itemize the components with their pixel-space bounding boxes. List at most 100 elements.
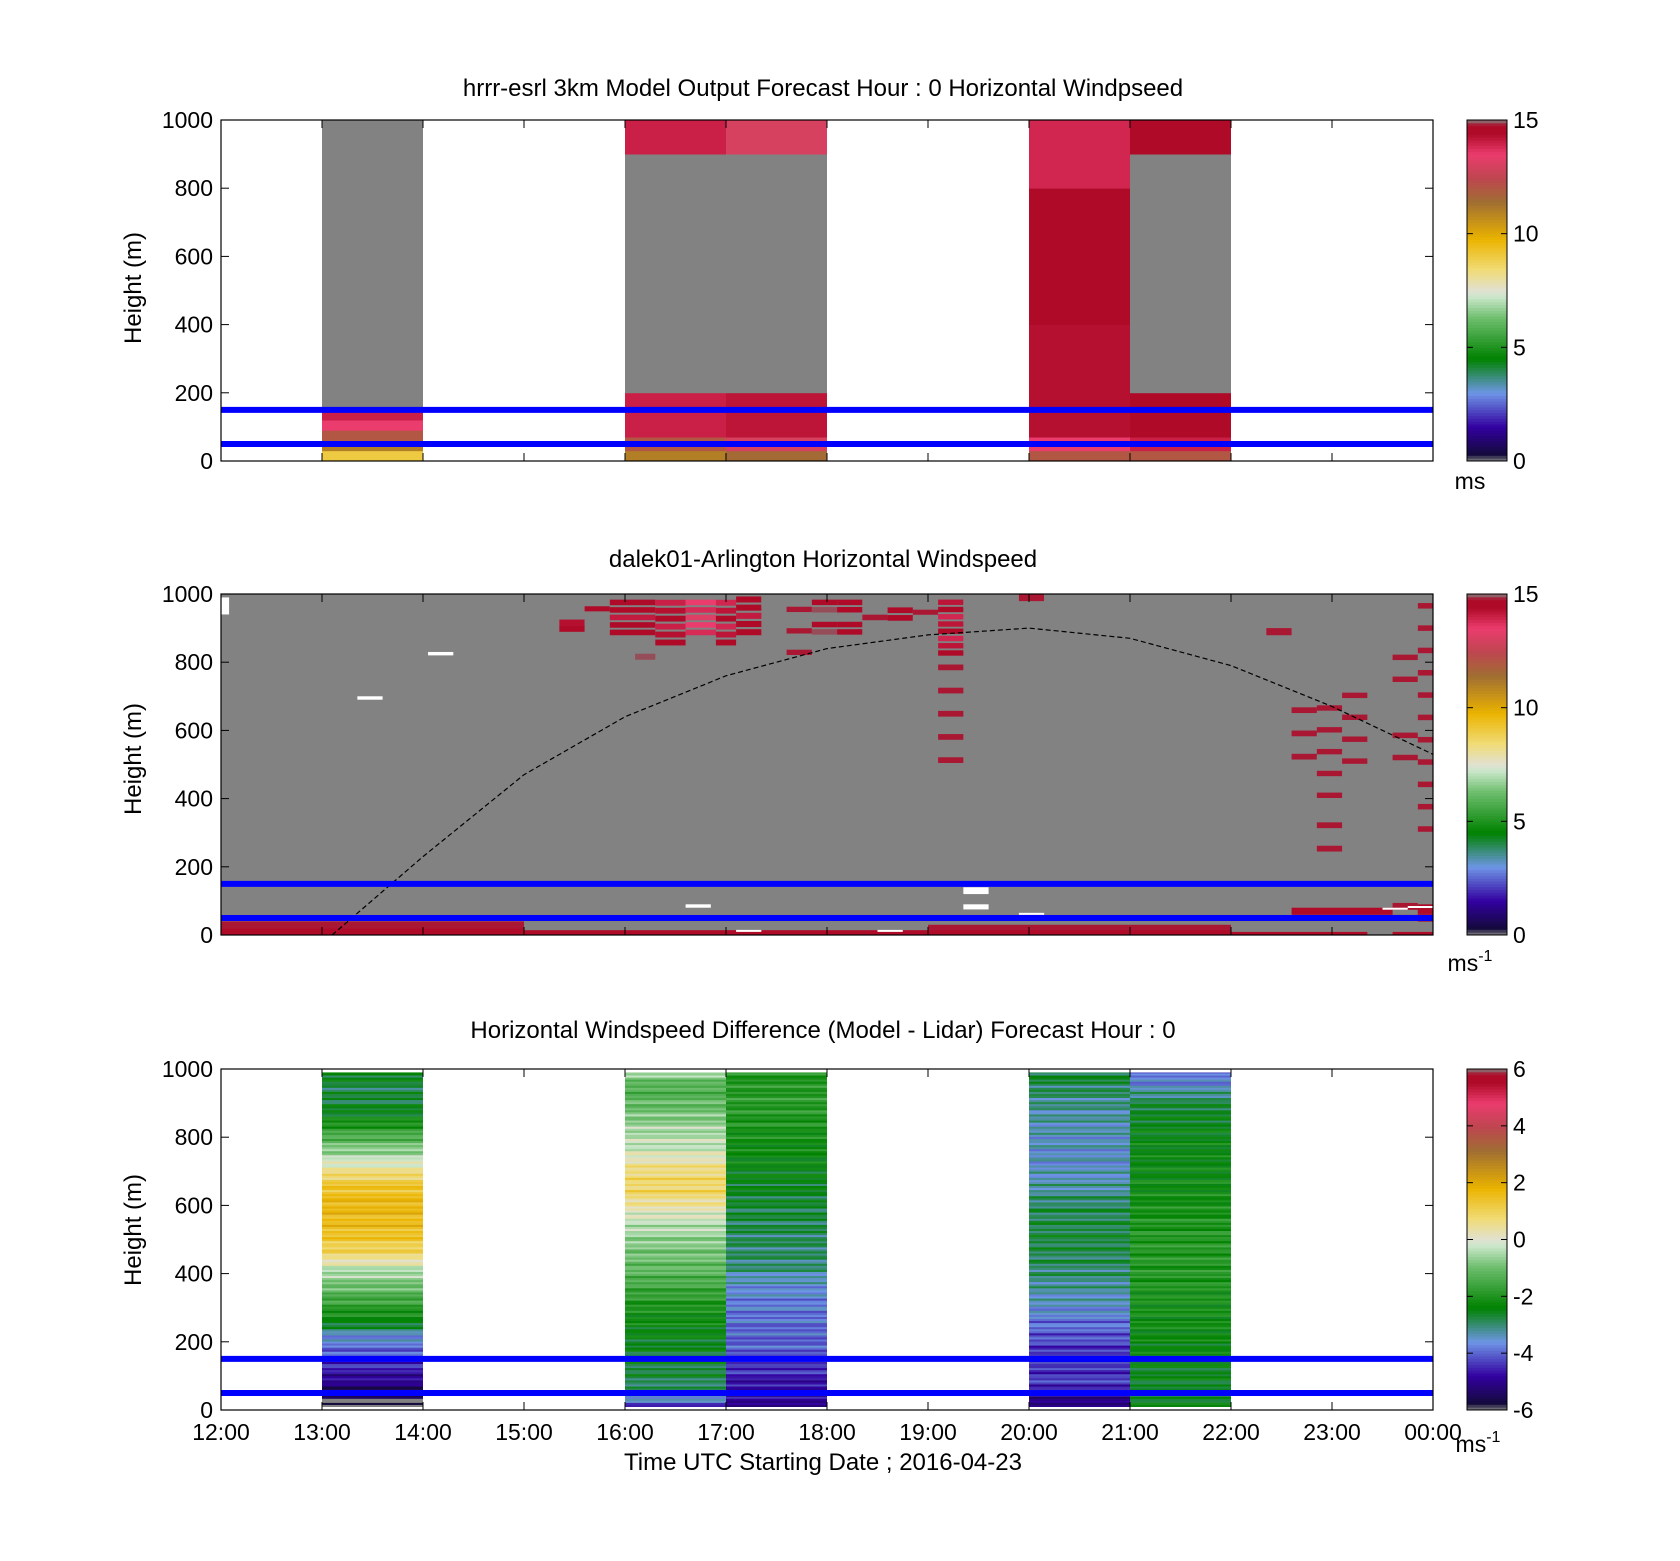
colorbar-unit: ms-1 <box>1456 1429 1501 1457</box>
heatmap-cell <box>1029 1146 1130 1150</box>
heatmap-cell <box>322 1126 423 1129</box>
heatmap-cell <box>1029 1216 1130 1219</box>
heatmap-cell <box>625 1072 726 1074</box>
colorbar-swatch <box>1467 188 1507 192</box>
heatmap-cell <box>1130 1152 1231 1156</box>
heatmap-cell <box>609 614 656 621</box>
heatmap-cell <box>625 1349 726 1352</box>
heatmap-cell <box>1130 1083 1231 1086</box>
heatmap-cell <box>715 639 737 646</box>
heatmap-cell <box>1130 1142 1231 1146</box>
heatmap-cell <box>635 670 656 677</box>
heatmap-cell <box>1029 1075 1130 1078</box>
heatmap-cell <box>625 450 726 462</box>
heatmap-cell <box>625 1103 726 1107</box>
colorbar-swatch <box>1467 313 1507 317</box>
heatmap-cell <box>625 1091 726 1094</box>
colorbar-swatch <box>1467 208 1507 212</box>
heatmap-cell <box>322 1273 423 1277</box>
heatmap-cell <box>1029 1310 1130 1313</box>
heatmap-cell <box>625 1302 726 1305</box>
colorbar-swatch <box>1467 611 1507 615</box>
heatmap-cell <box>655 599 686 606</box>
heatmap-cell <box>726 1161 827 1164</box>
heatmap-cell <box>1029 1398 1130 1401</box>
heatmap-cell <box>322 1349 423 1352</box>
heatmap-cell <box>1316 770 1343 777</box>
heatmap-cell <box>726 1322 827 1326</box>
heatmap-cell <box>1029 1152 1130 1156</box>
colorbar-swatch <box>1467 1356 1507 1360</box>
heatmap-cell <box>726 1300 827 1303</box>
colorbar-tick-label: 2 <box>1513 1170 1526 1196</box>
heatmap-cell <box>322 1279 423 1283</box>
colorbar-swatch <box>1467 738 1507 743</box>
colorbar-swatch <box>1467 452 1507 456</box>
x-tick-label: 20:00 <box>1000 1419 1058 1445</box>
heatmap-cell <box>1417 774 1433 780</box>
heatmap-cell <box>1392 676 1418 682</box>
heatmap-cell <box>1130 1175 1231 1178</box>
heatmap-cell <box>1291 730 1317 737</box>
heatmap-cell <box>322 1367 423 1371</box>
colorbar-tick-label: 5 <box>1513 808 1526 834</box>
colorbar-swatch <box>1467 1233 1507 1238</box>
colorbar-swatch <box>1467 404 1507 408</box>
heatmap-cell <box>726 1232 827 1236</box>
heatmap-cell <box>1417 796 1433 802</box>
colorbar-swatch <box>1467 1398 1507 1402</box>
heatmap-cell <box>1130 1277 1231 1281</box>
colorbar-swatch <box>1467 1179 1507 1184</box>
missing-data-mark <box>963 887 989 895</box>
heatmap-cell <box>1392 896 1418 902</box>
colorbar-swatch <box>1467 142 1507 147</box>
colorbar-swatch <box>1467 699 1507 703</box>
heatmap-cell <box>726 1181 827 1184</box>
heatmap-cell <box>1130 1156 1231 1160</box>
colorbar-swatch <box>1467 273 1507 277</box>
heatmap-cell <box>625 1277 726 1281</box>
heatmap-cell <box>1130 1134 1231 1137</box>
dashed-reference-curve <box>331 627 1434 936</box>
heatmap-cell <box>1029 1263 1130 1266</box>
heatmap-cell <box>625 1240 726 1244</box>
colorbar-swatch <box>1467 1199 1507 1204</box>
heatmap-cell <box>938 741 964 748</box>
heatmap-cell <box>1029 1101 1130 1105</box>
heatmap-cell <box>736 612 762 619</box>
heatmap-cell <box>322 1365 423 1369</box>
heatmap-cell <box>1417 603 1433 609</box>
colorbar-swatch <box>1467 165 1507 169</box>
heatmap-cell <box>726 1087 827 1090</box>
heatmap-cell <box>1291 738 1317 745</box>
heatmap-patch <box>685 645 716 656</box>
heatmap-cell <box>322 420 423 431</box>
colorbar-swatch <box>1467 716 1507 720</box>
heatmap-cell <box>1417 818 1433 825</box>
heatmap-cell <box>322 1091 423 1094</box>
heatmap-cell <box>1130 1257 1231 1260</box>
heatmap-cell <box>726 1214 827 1217</box>
heatmap-cell <box>1130 1351 1231 1354</box>
colorbar-swatch <box>1467 1344 1507 1348</box>
heatmap-cell <box>1029 1261 1130 1264</box>
heatmap-cell <box>625 1382 726 1385</box>
heatmap-cell <box>625 1373 726 1377</box>
missing-data-mark <box>428 651 454 656</box>
colorbar-swatch <box>1467 230 1507 235</box>
heatmap-patch <box>1316 814 1343 868</box>
heatmap-cell <box>625 1073 726 1076</box>
heatmap-cell <box>862 614 888 621</box>
colorbar-swatch <box>1467 1242 1507 1246</box>
heatmap-cell <box>1130 1085 1231 1088</box>
heatmap-cell <box>1029 1072 1130 1074</box>
heatmap-cell <box>322 1177 423 1180</box>
heatmap-cell <box>1130 1169 1231 1172</box>
missing-data-mark <box>685 904 711 908</box>
heatmap-cell <box>1417 744 1433 750</box>
colorbar-swatch <box>1467 798 1507 802</box>
heatmap-cell <box>726 1193 827 1197</box>
heatmap-cell <box>1316 778 1343 784</box>
colorbar-swatch <box>1467 1265 1507 1269</box>
heatmap-cell <box>1018 607 1045 615</box>
